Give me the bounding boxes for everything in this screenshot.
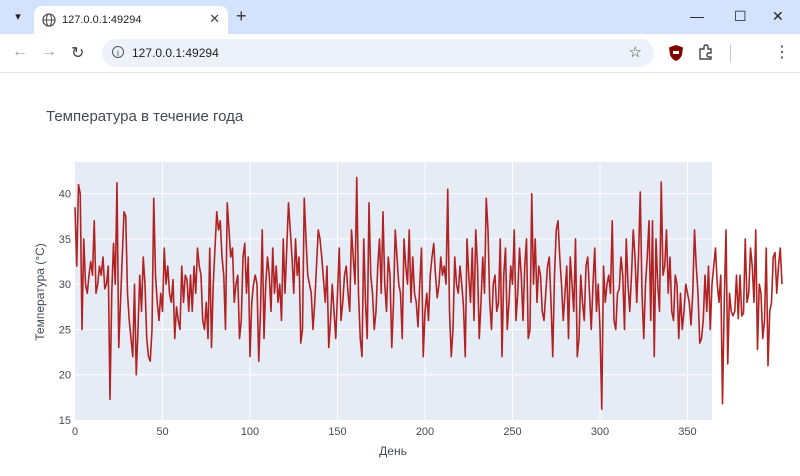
bookmark-star-icon[interactable]: ☆ bbox=[628, 44, 642, 61]
address-bar[interactable]: i 127.0.0.1:49294 ☆ bbox=[102, 39, 654, 67]
site-info-icon[interactable]: i bbox=[112, 46, 124, 58]
ublock-shield-icon[interactable] bbox=[668, 44, 684, 62]
browser-toolbar: ← → ↻ i 127.0.0.1:49294 ☆ ⋮ bbox=[0, 34, 800, 73]
gridlines bbox=[75, 162, 712, 420]
x-tick-label: 0 bbox=[72, 426, 78, 438]
forward-arrow-icon[interactable]: → bbox=[41, 43, 57, 60]
x-tick-label: 250 bbox=[503, 426, 521, 438]
x-axis-label: День bbox=[379, 444, 407, 458]
x-tick-label: 50 bbox=[156, 426, 168, 438]
x-tick-label: 100 bbox=[241, 426, 259, 438]
reload-icon[interactable]: ↻ bbox=[71, 45, 85, 62]
y-axis-label: Температура (°C) bbox=[33, 243, 47, 340]
new-tab-button[interactable]: + bbox=[236, 6, 247, 26]
kebab-menu-icon[interactable]: ⋮ bbox=[774, 44, 790, 61]
x-tick-label: 300 bbox=[591, 426, 609, 438]
tab-title: 127.0.0.1:49294 bbox=[62, 14, 142, 26]
y-tick-label: 30 bbox=[59, 279, 71, 291]
close-window-button[interactable]: ✕ bbox=[772, 8, 784, 24]
browser-tab[interactable]: 127.0.0.1:49294 ✕ bbox=[34, 6, 228, 34]
globe-icon bbox=[42, 13, 56, 27]
url-text: 127.0.0.1:49294 bbox=[132, 46, 219, 60]
axis-ticks: 15 20 25 30 35 40 0 50 100 150 200 250 300 350 bbox=[59, 189, 697, 438]
minimize-button[interactable]: — bbox=[690, 8, 704, 24]
maximize-button[interactable]: ☐ bbox=[734, 8, 747, 24]
y-tick-label: 25 bbox=[59, 324, 71, 336]
tab-strip: ▾ 127.0.0.1:49294 ✕ + — ☐ ✕ bbox=[0, 0, 800, 34]
y-tick-label: 35 bbox=[59, 234, 71, 246]
temperature-series-line bbox=[74, 176, 783, 410]
x-tick-label: 350 bbox=[678, 426, 696, 438]
y-tick-label: 40 bbox=[59, 189, 71, 201]
extensions-puzzle-icon[interactable] bbox=[698, 44, 714, 60]
x-tick-label: 150 bbox=[328, 426, 346, 438]
close-tab-icon[interactable]: ✕ bbox=[209, 11, 220, 26]
y-tick-label: 15 bbox=[59, 415, 71, 427]
chart-title: Температура в течение года bbox=[46, 108, 244, 125]
toolbar-divider bbox=[730, 44, 731, 62]
back-arrow-icon[interactable]: ← bbox=[12, 43, 28, 60]
tab-search-button[interactable]: ▾ bbox=[15, 11, 21, 23]
chart: Температура в течение года 15 20 25 30 35 40 0… bbox=[33, 108, 783, 458]
y-tick-label: 20 bbox=[59, 370, 71, 382]
x-tick-label: 200 bbox=[416, 426, 434, 438]
